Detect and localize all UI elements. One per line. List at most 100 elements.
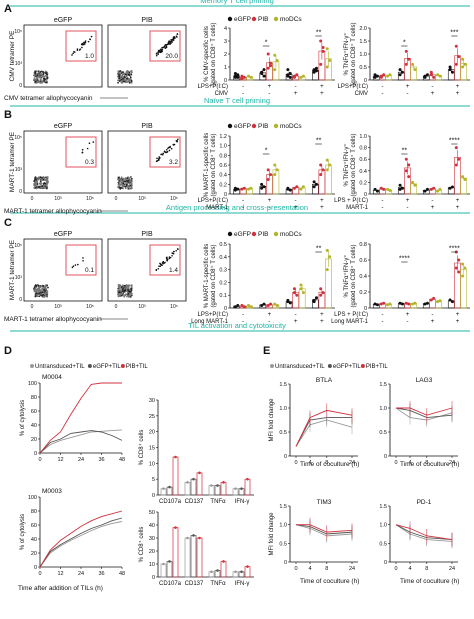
flow-event [163, 45, 165, 48]
flow-event [39, 176, 42, 179]
flow-event [165, 148, 168, 151]
bar-ytick-label: 20 [149, 549, 155, 555]
flow-event [118, 77, 121, 80]
dot-point [260, 186, 264, 190]
bar-category-label: CD107a [159, 581, 182, 587]
flow-event [130, 73, 133, 76]
flow-event [42, 176, 45, 178]
dot-point [288, 75, 292, 79]
e-ytick-label: 1.5 [379, 382, 387, 388]
dot-point [457, 270, 461, 274]
flow-event [122, 73, 124, 75]
dot-point [413, 183, 417, 187]
bar-point [192, 534, 195, 537]
flow-gate [149, 30, 181, 62]
legend-label: eGFP [234, 123, 251, 130]
flow-event [127, 78, 130, 81]
dot-ylabel-sub: (gated on CD8⁺ T cells) [350, 134, 357, 197]
dot-point [299, 283, 303, 287]
dot-ytick-label: 1 [224, 65, 227, 71]
e-xlabel: Time of coculture (h) [300, 461, 359, 468]
dot-point [398, 301, 402, 305]
dot-point [325, 168, 329, 172]
flow-event [42, 185, 45, 188]
sig-stars: ** [316, 138, 322, 145]
flow-ytick: 10³ [15, 167, 23, 173]
flow-event [33, 286, 36, 289]
flow-xtick: 10³ [54, 196, 62, 202]
dot-point [382, 187, 386, 191]
dot-ytick-label: 4 [224, 26, 227, 32]
flow-event [81, 46, 83, 49]
marker-title: LAG3 [416, 377, 433, 384]
cyto-ylabel: % of cytolysis [20, 514, 26, 550]
flow-event [41, 178, 43, 181]
bar-category-label: IFN-γ [235, 499, 250, 505]
flow-event [124, 286, 127, 289]
flow-event [165, 46, 168, 49]
flow-event [118, 181, 121, 184]
dot-point [319, 293, 323, 297]
bar-rect [244, 566, 251, 578]
dot-ytick-label: 1.0 [359, 134, 367, 140]
dot-point [249, 186, 253, 190]
legend-marker [120, 364, 125, 368]
flow-event [40, 78, 42, 81]
dot-point [321, 49, 325, 53]
dot-ylabel: % CMV-specific cells [204, 26, 210, 82]
dot-point [325, 248, 329, 252]
flow-event [44, 294, 47, 297]
section-header-c: Antigen processing and cross-presentatio… [166, 203, 308, 212]
flow-event [71, 266, 74, 269]
row-label: MART-1 [206, 205, 229, 211]
dot-point [407, 302, 411, 306]
flow-event [129, 290, 132, 293]
section-header-b: Naïve T cell priming [204, 96, 270, 105]
dot-point [413, 68, 417, 72]
flow-event [118, 74, 121, 76]
row-sign: - [242, 90, 244, 97]
bar-point [240, 570, 243, 574]
dot-point [260, 303, 264, 307]
row-sign: - [381, 90, 383, 97]
flow-event [155, 269, 158, 272]
e-ytick-label: 0 [284, 454, 287, 460]
row-sign: + [320, 311, 324, 318]
flow-event [45, 187, 48, 190]
row-sign: + [406, 311, 410, 318]
dot-point [295, 185, 299, 189]
flow-event [74, 264, 77, 266]
flow-event [41, 185, 44, 188]
flow-event [123, 179, 126, 182]
flow-event [36, 183, 39, 186]
dot-point [423, 189, 427, 193]
sig-stars: ** [402, 148, 408, 155]
dot-point [382, 301, 386, 305]
row-sign: + [431, 204, 435, 211]
dot-point [242, 186, 246, 190]
legend-label: PIB [258, 231, 268, 238]
bar-rect [196, 472, 203, 496]
dot-ytick-label: 0.6 [219, 163, 227, 169]
dot-ytick-label: 0 [364, 78, 367, 84]
dot-point [454, 62, 458, 66]
bar-point [246, 477, 249, 481]
flow-event [122, 179, 125, 181]
row-sign: + [294, 318, 298, 325]
flow-event [122, 77, 124, 80]
bar-rect [214, 485, 221, 496]
bar-ytick-label: 25 [149, 414, 155, 420]
flow-gate-value: 1.4 [169, 267, 178, 274]
e-series-line [296, 524, 353, 533]
flow-event [120, 182, 123, 185]
flow-event [46, 181, 49, 184]
legend-marker [251, 123, 257, 129]
dot-point [273, 173, 277, 177]
flow-event [120, 294, 123, 297]
dot-ytick-label: 0 [224, 192, 227, 198]
dot-point [288, 301, 292, 305]
dot-point [249, 75, 253, 79]
bar-point [246, 565, 249, 568]
dot-point [262, 68, 266, 72]
dot-ytick-label: 0.5 [219, 242, 227, 248]
